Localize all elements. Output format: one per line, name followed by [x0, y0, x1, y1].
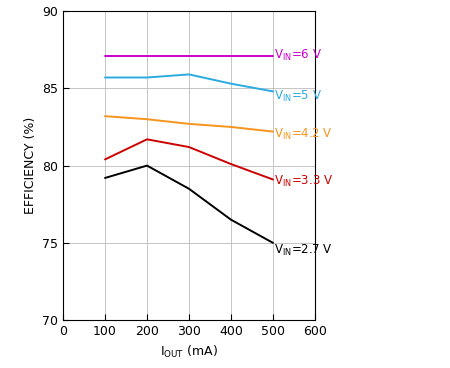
- Text: V$_\mathregular{IN}$=5 V: V$_\mathregular{IN}$=5 V: [274, 88, 322, 104]
- X-axis label: I$_\mathregular{OUT}$ (mA): I$_\mathregular{OUT}$ (mA): [160, 344, 218, 360]
- Y-axis label: EFFICIENCY (%): EFFICIENCY (%): [23, 117, 36, 214]
- Text: V$_\mathregular{IN}$=6 V: V$_\mathregular{IN}$=6 V: [274, 48, 322, 63]
- Text: V$_\mathregular{IN}$=2.7 V: V$_\mathregular{IN}$=2.7 V: [274, 243, 332, 258]
- Text: V$_\mathregular{IN}$=3.3 V: V$_\mathregular{IN}$=3.3 V: [274, 173, 333, 189]
- Text: V$_\mathregular{IN}$=4.2 V: V$_\mathregular{IN}$=4.2 V: [274, 127, 333, 142]
